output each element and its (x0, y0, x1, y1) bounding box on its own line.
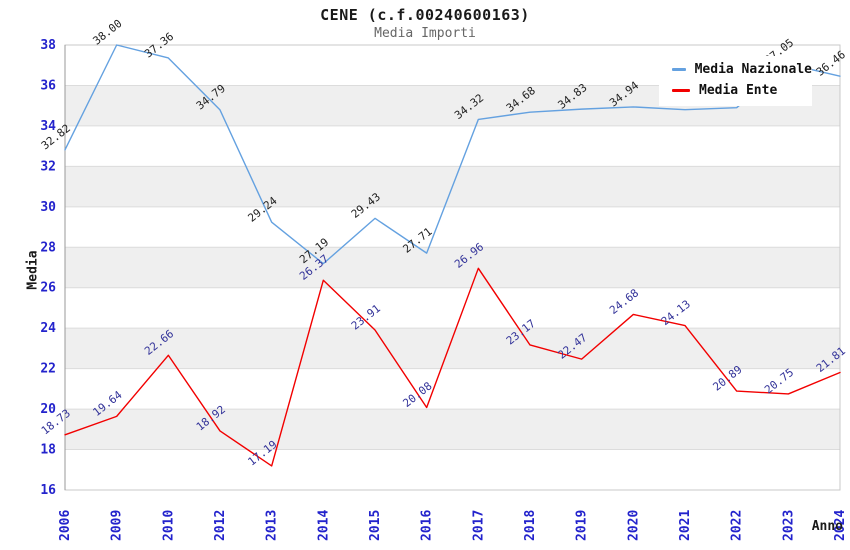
y-tick-label: 18 (40, 443, 56, 458)
x-tick-label: 2013 (265, 510, 280, 541)
legend-item-media-nazionale: Media Nazionale (659, 59, 812, 80)
x-axis-title: Anno (811, 519, 843, 534)
y-tick-label: 34 (40, 119, 56, 134)
x-tick-label: 2015 (368, 510, 383, 541)
legend-label-media-nazionale: Media Nazionale (694, 62, 812, 77)
grid-band (65, 328, 840, 369)
x-tick-label: 2018 (523, 510, 538, 541)
series-line-media-nazionale (64, 44, 841, 265)
x-tick-label: 2019 (575, 510, 590, 541)
x-tick-label: 2017 (471, 510, 486, 541)
chart-title: CENE (c.f.00240600163) (320, 6, 530, 24)
x-tick-label: 2010 (161, 510, 176, 541)
grid-band (65, 409, 840, 450)
x-tick-label: 2020 (626, 510, 641, 541)
y-tick-label: 30 (40, 200, 56, 215)
x-tick-label: 2023 (781, 510, 796, 541)
legend: Media Nazionale Media Ente (659, 56, 812, 106)
y-tick-label: 20 (40, 402, 56, 417)
y-tick-label: 32 (40, 159, 56, 174)
y-tick-label: 36 (40, 78, 56, 93)
x-tick-label: 2014 (316, 510, 331, 541)
x-tick-label: 2012 (213, 510, 228, 541)
data-label: 20.75 (762, 366, 796, 397)
x-tick-label: 2024 (833, 510, 848, 541)
legend-swatch-media-nazionale (672, 68, 686, 71)
series-line-media-ente (64, 267, 841, 467)
x-tick-label: 2006 (58, 510, 73, 541)
y-axis-title: Media (25, 250, 41, 290)
y-tick-label: 28 (40, 240, 56, 255)
data-label: 24.68 (607, 286, 641, 317)
y-tick-label: 22 (40, 362, 56, 377)
y-tick-label: 24 (40, 321, 56, 336)
data-label: 20.08 (400, 379, 434, 410)
legend-item-media-ente: Media Ente (659, 80, 812, 101)
grid-band (65, 247, 840, 288)
x-tick-label: 2009 (110, 510, 125, 541)
chart-subtitle: Media Importi (374, 26, 476, 41)
legend-swatch-media-ente (672, 89, 690, 92)
x-tick-label: 2022 (730, 510, 745, 541)
y-tick-label: 38 (40, 38, 56, 53)
y-tick-label: 26 (40, 281, 56, 296)
y-tick-label: 16 (40, 483, 56, 498)
x-tick-label: 2016 (420, 510, 435, 541)
x-tick-label: 2021 (678, 510, 693, 541)
legend-label-media-ente: Media Ente (699, 83, 778, 98)
